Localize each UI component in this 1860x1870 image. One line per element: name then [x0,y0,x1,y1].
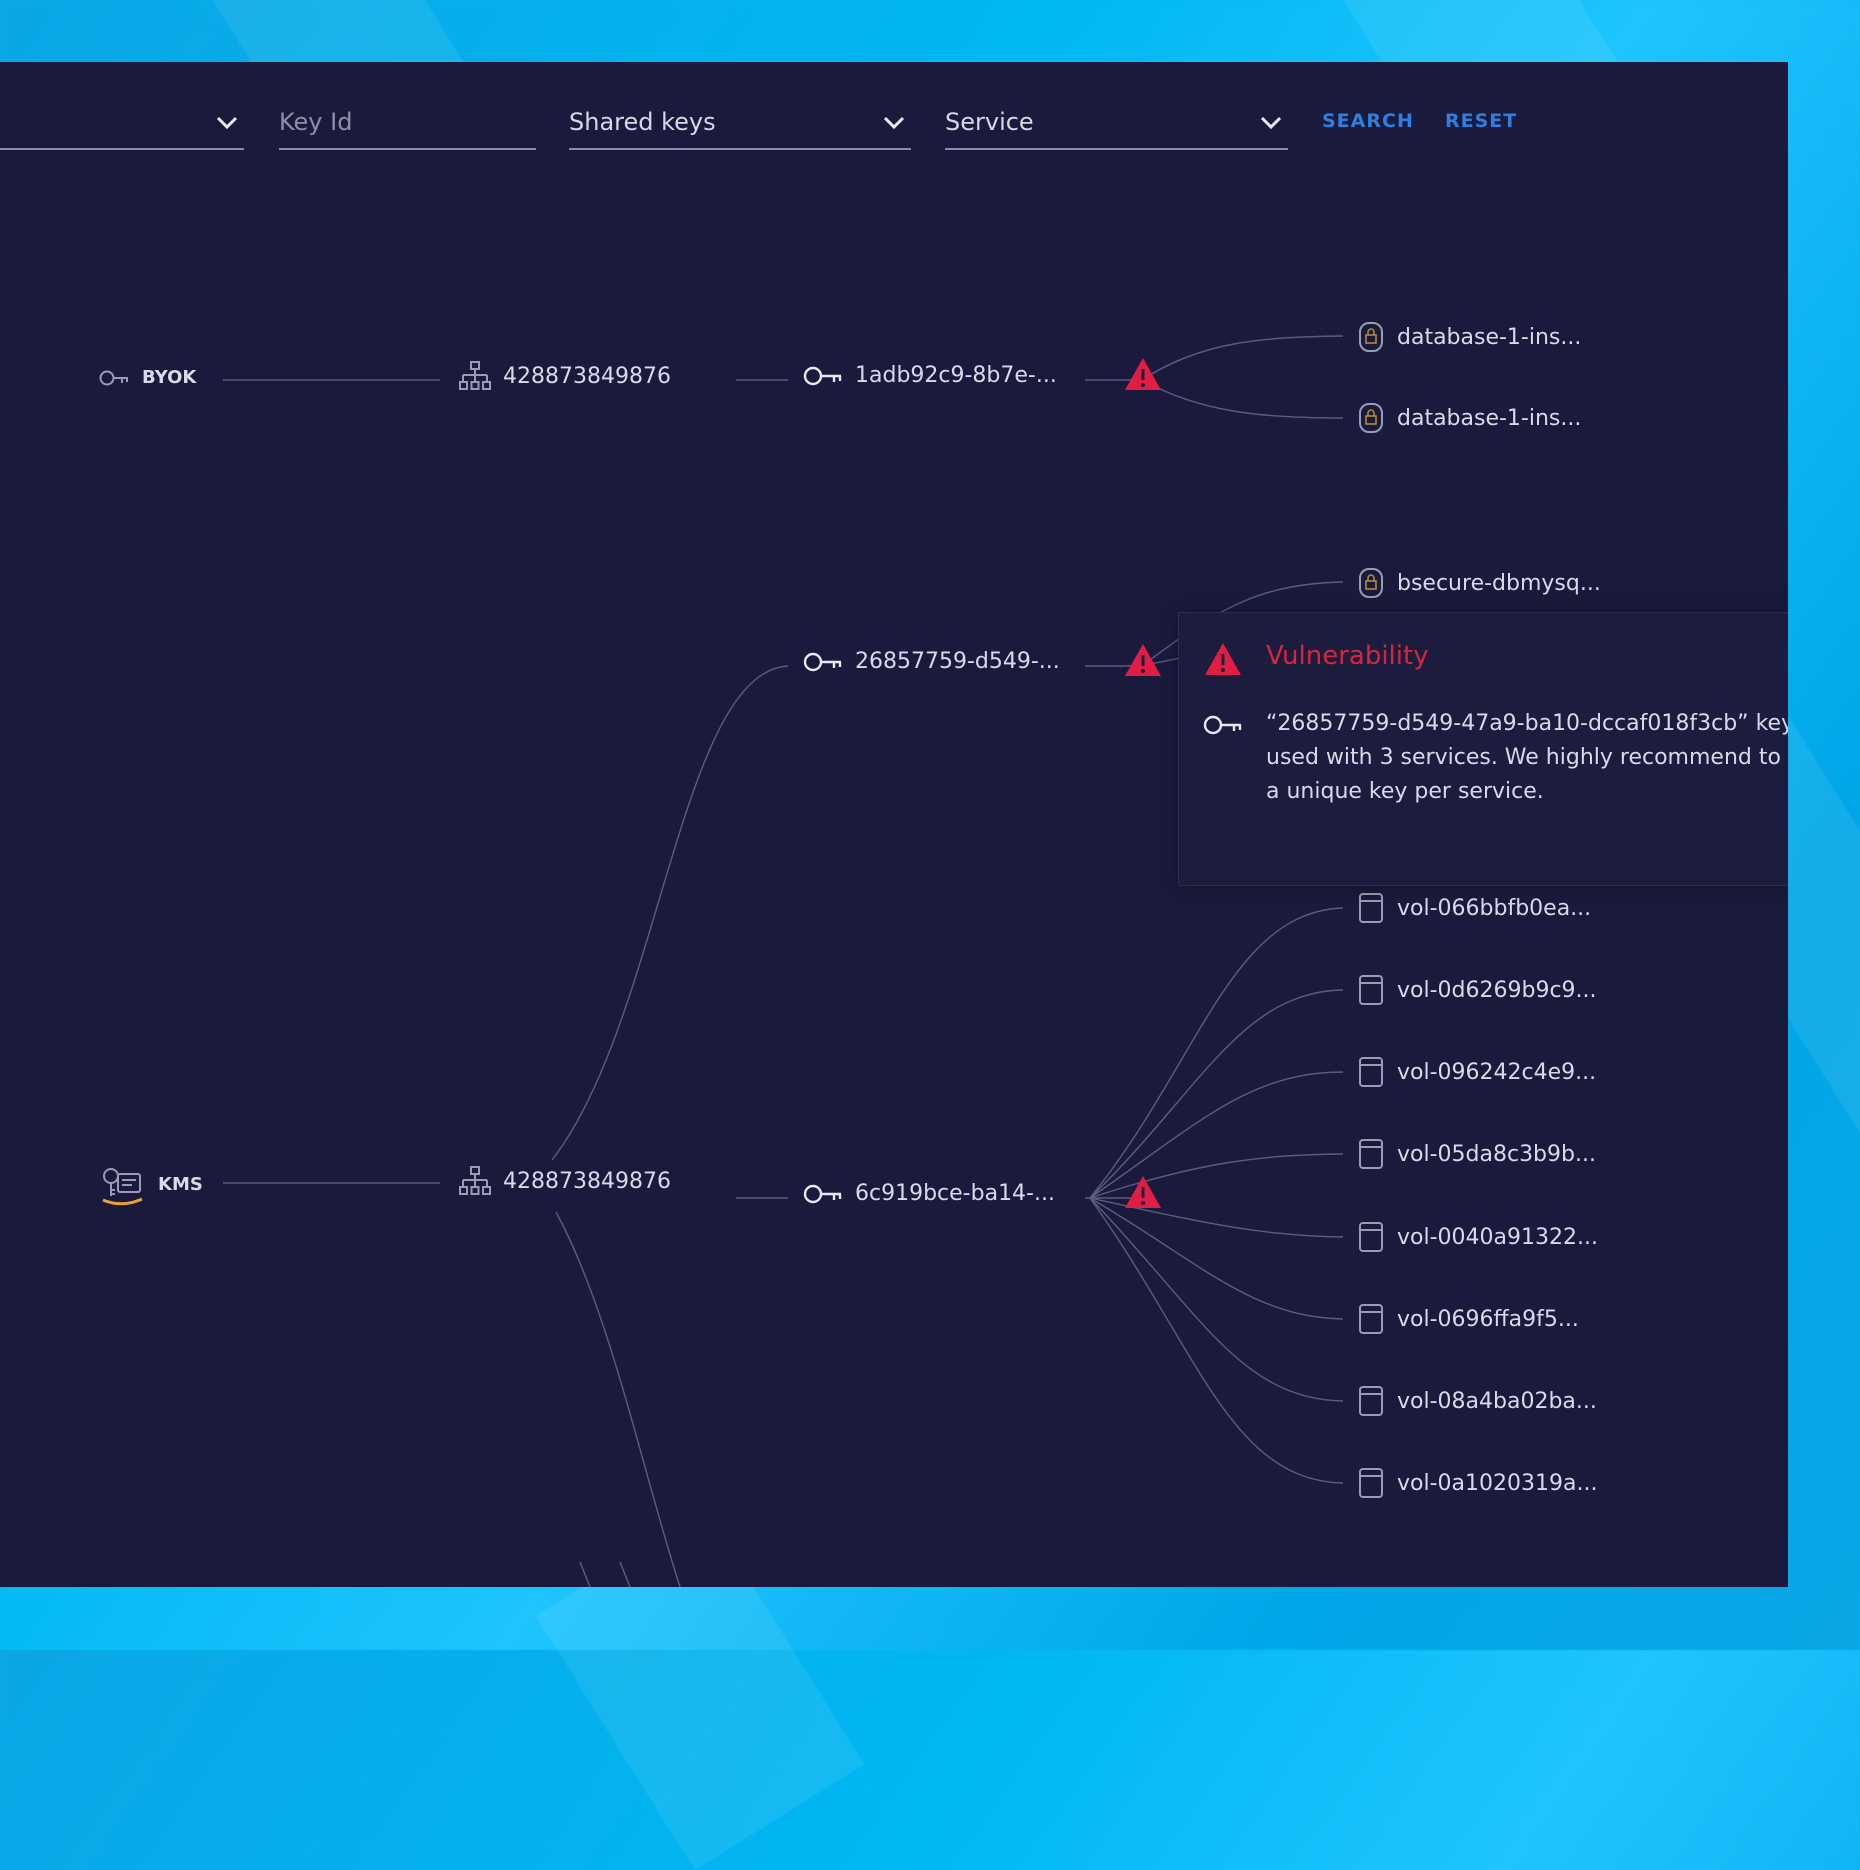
resource-label: bsecure-dbmysq... [1397,570,1601,596]
tooltip-title: Vulnerability [1266,641,1429,671]
edge [1141,379,1344,419]
database-lock-icon [1357,321,1385,353]
resource-node[interactable]: vol-08a4ba02ba... [1357,1385,1597,1417]
resource-label: vol-05da8c3b9b... [1397,1141,1596,1167]
volume-icon [1357,1056,1385,1088]
reset-button[interactable]: RESET [1445,110,1518,132]
vulnerability-tooltip: Vulnerability “26857759-d549-47a9-ba10-d… [1178,612,1788,886]
provider-node-kms[interactable]: KMS [100,1162,203,1206]
edge [551,665,789,1161]
warning-triangle-icon[interactable] [1123,642,1163,678]
resource-label: vol-0696ffa9f5... [1397,1306,1579,1332]
warning-triangle-icon[interactable] [1123,1174,1163,1210]
volume-icon [1357,974,1385,1006]
edge [1089,1197,1344,1402]
aws-kms-icon [100,1162,146,1206]
resource-label: database-1-ins... [1397,324,1582,350]
org-hierarchy-icon [459,1165,491,1197]
key-type-select[interactable]: Shared keys [569,102,911,150]
resource-node[interactable]: bsecure-dbmysq... [1357,567,1601,599]
edge [1089,1197,1344,1320]
resource-node[interactable]: vol-05da8c3b9b... [1357,1138,1596,1170]
key-id-placeholder: Key Id [279,108,353,136]
resource-label: vol-0a1020319a... [1397,1470,1598,1496]
resource-label: vol-0040a91322... [1397,1224,1598,1250]
edge [579,1561,591,1587]
resource-label: vol-0d6269b9c9... [1397,977,1597,1003]
key-label: 6c919bce-ba14-... [855,1181,1055,1206]
key-icon [803,651,843,673]
provider-label: BYOK [142,367,197,388]
key-graph-panel: Key Id Shared keys Service SEARCH RESET … [0,62,1788,1587]
key-node[interactable]: 1adb92c9-8b7e-... [803,363,1057,388]
resource-node[interactable]: vol-066bbfb0ea... [1357,892,1591,924]
resource-label: vol-066bbfb0ea... [1397,895,1592,921]
scope-select[interactable] [0,102,244,150]
edge [1089,1197,1344,1484]
key-icon [803,1183,843,1205]
database-lock-icon [1357,567,1385,599]
provider-node-byok[interactable]: BYOK [98,367,196,388]
resource-label: vol-096242c4e9... [1397,1059,1597,1085]
tooltip-message: “26857759-d549-47a9-ba10-dccaf018f3cb” k… [1266,711,1788,804]
resource-node[interactable]: database-1-ins... [1357,321,1581,353]
volume-icon [1357,1221,1385,1253]
graph-edges [223,335,1344,1587]
resource-node[interactable]: database-1-ins... [1357,402,1581,434]
chevron-down-icon [1260,116,1282,130]
account-node[interactable]: 428873849876 [459,1165,671,1197]
warning-triangle-icon[interactable] [1123,356,1163,392]
service-value: Service [945,108,1034,136]
service-select[interactable]: Service [945,102,1288,150]
chevron-down-icon [883,116,905,130]
account-node[interactable]: 428873849876 [459,360,671,392]
key-outline-icon [98,368,130,388]
resource-node[interactable]: vol-0040a91322... [1357,1221,1598,1253]
account-label: 428873849876 [503,363,671,389]
edge [1141,335,1344,381]
edge [619,1561,631,1587]
resource-label: vol-08a4ba02ba... [1397,1388,1597,1414]
warning-triangle-icon [1205,643,1241,675]
key-icon [1203,715,1242,735]
edge [1089,1071,1344,1199]
edge [1141,581,1344,667]
search-button[interactable]: SEARCH [1322,110,1414,132]
key-node[interactable]: 6c919bce-ba14-... [803,1181,1055,1206]
org-hierarchy-icon [459,360,491,392]
key-type-value: Shared keys [569,108,716,136]
edge [555,1211,681,1587]
resource-label: database-1-ins... [1397,405,1582,431]
resource-node[interactable]: vol-0696ffa9f5... [1357,1303,1579,1335]
key-icon [803,365,843,387]
edge [1089,1153,1344,1199]
volume-icon [1357,1138,1385,1170]
edge [1089,989,1344,1199]
volume-icon [1357,1467,1385,1499]
volume-icon [1357,1385,1385,1417]
resource-node[interactable]: vol-0d6269b9c9... [1357,974,1597,1006]
resource-node[interactable]: vol-0a1020319a... [1357,1467,1597,1499]
account-label: 428873849876 [503,1168,671,1194]
resource-node[interactable]: vol-096242c4e9... [1357,1056,1596,1088]
edge [1089,907,1344,1199]
database-lock-icon [1357,402,1385,434]
key-label: 1adb92c9-8b7e-... [855,363,1057,388]
key-node[interactable]: 26857759-d549-... [803,649,1060,674]
chevron-down-icon [216,116,238,130]
key-id-input[interactable]: Key Id [279,102,536,150]
volume-icon [1357,892,1385,924]
volume-icon [1357,1303,1385,1335]
key-label: 26857759-d549-... [855,649,1060,674]
provider-label: KMS [158,1173,203,1195]
